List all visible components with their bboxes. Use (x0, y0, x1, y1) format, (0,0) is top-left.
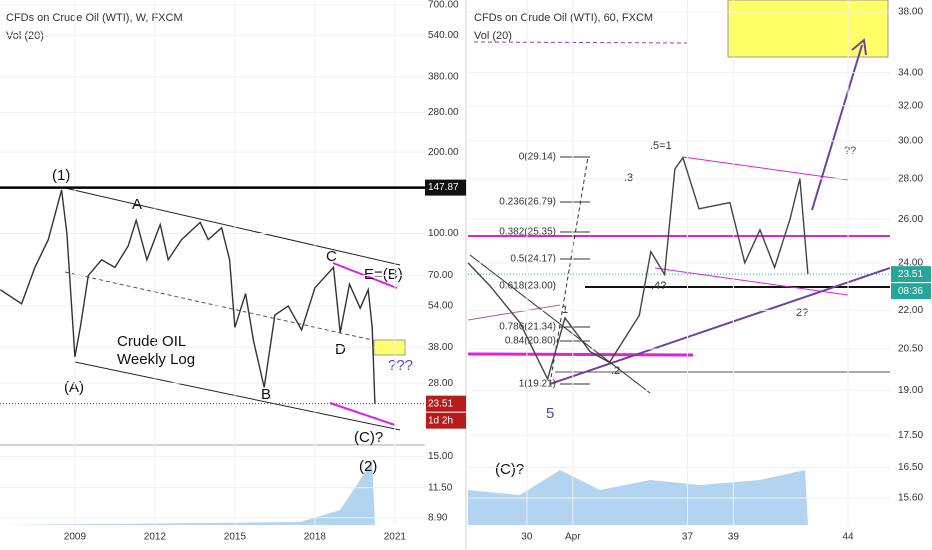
wave-label: (A) (64, 379, 84, 396)
chart-note: Weekly Log (117, 351, 195, 368)
price-tag-label: 23.51 (428, 398, 453, 409)
y-tick-label: 11.50 (428, 482, 453, 493)
countdown-tag (426, 412, 466, 429)
trend-line (467, 304, 561, 321)
x-tick-label: 2012 (144, 532, 167, 543)
y-tick-label: 70.00 (428, 270, 453, 281)
countdown-label: 1d 2h (428, 415, 453, 426)
arrow-head (851, 38, 867, 56)
x-tick-label: 2009 (64, 532, 87, 543)
fib-labels: 0(29.14) 0.236(26.79) 0.382(25.35) 0.5(2… (499, 152, 556, 390)
y-tick-label: 26.00 (898, 214, 923, 225)
y-tick-label: 17.50 (898, 430, 923, 441)
countdown-tag (891, 283, 931, 300)
wave-label: E=(B) (364, 266, 403, 283)
fib-label: 0.236(26.79) (499, 197, 556, 208)
x-tick-label: 2021 (384, 532, 407, 543)
y-tick-label: 15.60 (898, 493, 923, 504)
y-tick-label: 28.00 (428, 378, 453, 389)
trend-line (469, 254, 651, 394)
y-tick-label: 15.00 (428, 451, 453, 462)
chart-title: CFDs on Crude Oil (WTI), 60, FXCM (474, 12, 653, 24)
price-tag (426, 395, 466, 412)
wave-label: D (335, 341, 346, 358)
magenta-line (467, 352, 694, 357)
y-tick-label: 20.50 (898, 344, 923, 355)
wave-label: ?? (844, 145, 856, 157)
fib-label: 0.786(21.34) (499, 322, 556, 333)
fib-label: 0.5(24.17) (510, 254, 556, 265)
y-tick-label: 24.00 (898, 258, 923, 269)
volume-area (0, 460, 375, 525)
y-tick-label: 22.00 (898, 305, 923, 316)
dashed-line (473, 41, 691, 44)
wave-label: C (326, 248, 337, 265)
y-tick-label: 30.00 (898, 136, 923, 147)
fib-label: 0.84(20.80) (505, 336, 556, 347)
indicator-label: Vol (20) (474, 30, 512, 42)
dashed-line (64, 271, 396, 346)
channel-line (74, 361, 401, 431)
wave-label: 5 (546, 405, 554, 422)
target-box (727, 0, 889, 58)
y-tick-label: 28.00 (898, 173, 923, 184)
x-tick-label: 44 (842, 532, 854, 543)
y-tick-label: 280.00 (428, 107, 459, 118)
price-tag-label: 23.51 (898, 269, 923, 280)
wave-label: A (132, 196, 142, 213)
price-tag (891, 266, 931, 283)
wave-label: .3 (624, 172, 633, 184)
countdown-label: 08:36 (898, 286, 923, 297)
magenta-line (682, 156, 849, 181)
y-tick-label: 38.00 (898, 7, 923, 18)
x-tick-label: 2018 (304, 532, 327, 543)
y-tick-label: 8.90 (428, 512, 448, 523)
price-line (0, 189, 376, 404)
y-tick-label: 19.00 (898, 385, 923, 396)
y-tick-label: 100.00 (428, 228, 459, 239)
x-tick-label: 2015 (224, 532, 247, 543)
y-tick-label: 38.00 (428, 342, 453, 353)
x-tick-label: 39 (728, 532, 740, 543)
y-tick-label: 700.00 (428, 0, 459, 11)
y-tick-label: 540.00 (428, 30, 459, 41)
wave-label: B (261, 386, 271, 403)
chart-title: CFDs on Crude Oil (WTI), W, FXCM (6, 12, 183, 24)
fib-label: 0.618(23.00) (499, 281, 556, 292)
volume-area (468, 470, 808, 525)
y-tick-label: 34.00 (898, 67, 923, 78)
wave-label: .2 (611, 365, 620, 377)
wave-label: .4? (651, 280, 666, 292)
y-tick-label: 54.00 (428, 301, 453, 312)
fib-label: 1(19.21) (519, 379, 556, 390)
y-tick-label: 380.00 (428, 71, 459, 82)
trend-line (549, 267, 891, 385)
magenta-line (329, 402, 396, 426)
wave-label: (C)? (354, 429, 383, 446)
x-tick-label: 37 (682, 532, 694, 543)
fib-label: 0.382(25.35) (499, 227, 556, 238)
wave-label: .5=1 (650, 140, 672, 152)
chart-note: Crude OIL (117, 333, 186, 350)
wave-label: (1) (52, 167, 70, 184)
x-tick-label: Apr (565, 532, 581, 543)
y-tick-label: 200.00 (428, 147, 459, 158)
y-tick-label: 16.50 (898, 462, 923, 473)
fib-label: 0(29.14) (519, 152, 556, 163)
wave-label: 2? (796, 307, 808, 319)
channel-line (64, 187, 401, 266)
wave-label: (C)? (495, 461, 524, 478)
price-tag-label: 147.87 (428, 182, 459, 193)
y-tick-label: 32.00 (898, 100, 923, 111)
fib-segments (560, 156, 590, 385)
x-tick-label: 30 (521, 532, 533, 543)
wave-label: ??? (388, 357, 413, 374)
price-line (467, 156, 809, 382)
wave-label: (2) (359, 458, 377, 475)
price-tag (425, 179, 466, 196)
